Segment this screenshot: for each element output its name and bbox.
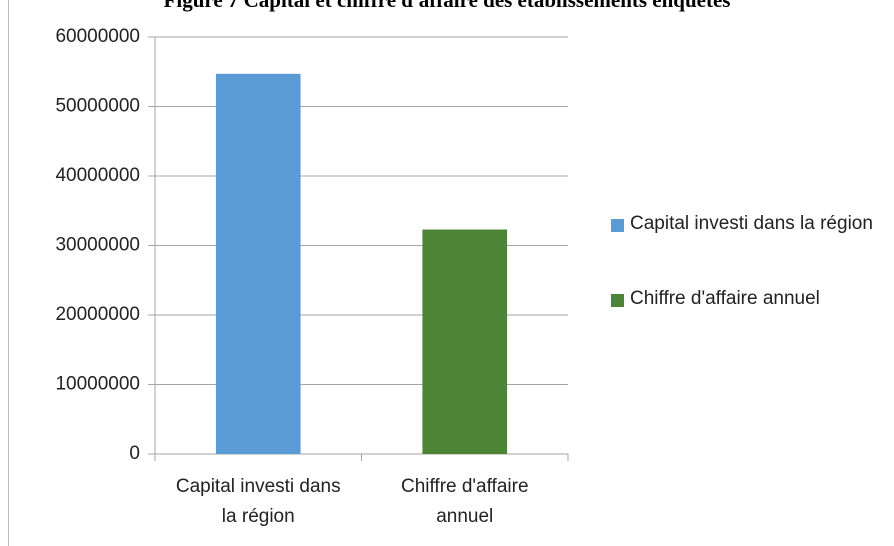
legend-swatch (611, 294, 624, 307)
legend-label: Capital investi dans la région (630, 213, 873, 234)
y-tick-label: 50000000 (55, 96, 140, 117)
chart-border (8, 0, 9, 546)
x-tick-label: Capital investi dans la région (175, 476, 341, 527)
x-tick-label: Chiffre d'affaire annuel (400, 476, 529, 527)
y-tick-label: 0 (129, 443, 140, 464)
y-tick-label: 40000000 (55, 165, 140, 186)
chart-title: Figure 7 Capital et chiffre d'affaire de… (163, 0, 731, 12)
bar (422, 229, 508, 454)
y-tick-label: 20000000 (55, 304, 140, 325)
legend-label: Chiffre d'affaire annuel (630, 288, 820, 309)
y-tick-label: 30000000 (55, 235, 140, 256)
y-tick-label: 10000000 (55, 374, 140, 395)
legend-swatch (611, 219, 624, 232)
bar (215, 73, 301, 455)
y-tick-label: 60000000 (55, 26, 140, 47)
